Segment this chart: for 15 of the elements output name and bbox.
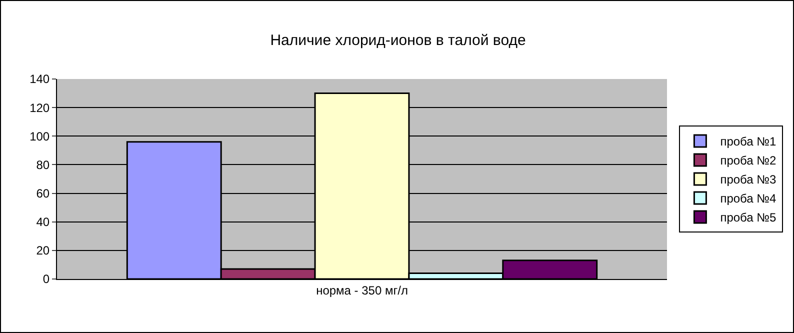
y-tick-label: 80 — [36, 158, 50, 172]
y-tick-label: 120 — [30, 100, 50, 115]
legend-label: проба №1 — [720, 134, 777, 149]
y-tick-label: 20 — [36, 244, 50, 258]
y-tick-label: 100 — [30, 129, 50, 144]
legend-label: проба №2 — [720, 154, 777, 168]
legend-label: проба №5 — [720, 210, 777, 225]
x-tick-label: норма - 350 мг/л — [316, 283, 408, 298]
y-tick-label: 140 — [30, 72, 50, 86]
y-tick-label: 0 — [42, 272, 50, 286]
legend-label: проба №3 — [720, 172, 777, 187]
y-tick-label: 60 — [36, 186, 50, 200]
y-tick-label: 40 — [36, 215, 50, 230]
chart-title: Наличие хлорид-ионов в талой воде — [270, 32, 526, 49]
legend-label: проба №4 — [720, 192, 777, 206]
